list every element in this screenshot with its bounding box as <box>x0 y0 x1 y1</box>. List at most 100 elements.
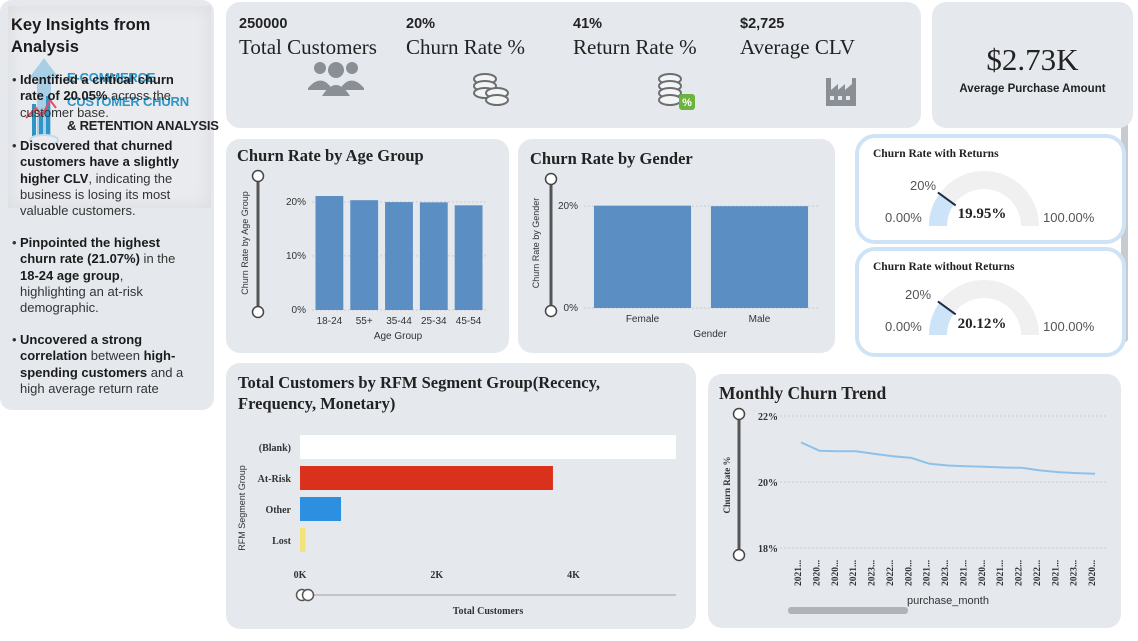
bar <box>300 466 553 490</box>
factory-icon <box>826 78 856 106</box>
bar <box>419 202 448 310</box>
churn-by-age-card: Churn Rate by Age Group Churn Rate by Ag… <box>226 139 509 353</box>
x-tick-label: Female <box>626 314 660 325</box>
gauge-title: Churn Rate with Returns <box>873 148 999 160</box>
kpi-value: $2,725 <box>740 16 785 32</box>
x-tick-label: 55+ <box>356 316 373 327</box>
insight-item: • Discovered that churned customers have … <box>12 138 179 219</box>
gauge-card-without-returns: Churn Rate without Returns 20% 0.00% 100… <box>855 247 1126 357</box>
gauge-track <box>929 171 1039 226</box>
bar <box>350 200 379 310</box>
bar <box>300 435 676 459</box>
y-tick-label: 10% <box>286 251 306 262</box>
insight-item: • Uncovered a strong correlation between … <box>12 332 184 396</box>
coins-percent-icon: % <box>658 73 695 110</box>
y-axis-label: Churn Rate % <box>722 456 732 513</box>
average-purchase-label: Average Purchase Amount <box>959 83 1106 95</box>
x-tick-label: 2023... <box>941 560 951 586</box>
x-tick-label: 0K <box>294 570 307 581</box>
gauge-target-label: 20% <box>905 287 931 302</box>
kpi-label: Return Rate % <box>573 35 697 59</box>
x-axis-label: purchase_month <box>907 595 989 607</box>
x-tick-label: 2022... <box>1015 560 1025 586</box>
range-slider-handle-top[interactable] <box>544 172 558 186</box>
y-axis-label: Churn Rate by Age Group <box>240 191 250 295</box>
y-axis-label: RFM Segment Group <box>237 465 247 551</box>
gauge-min-label: 0.00% <box>885 319 922 334</box>
x-tick-label: 2020... <box>812 560 822 586</box>
horizontal-scrollbar[interactable] <box>788 607 908 614</box>
bar <box>385 202 413 310</box>
x-tick-label: 2K <box>430 570 443 581</box>
y-axis-label: Churn Rate by Gender <box>531 198 541 289</box>
insight-item: • Identified a critical churn rate of 20.… <box>12 72 174 120</box>
x-tick-label: 2020... <box>978 560 988 586</box>
logo-text-line2: CUSTOMER CHURN <box>67 94 189 109</box>
gauge-card-with-returns: Churn Rate with Returns 20% 0.00% 100.00… <box>855 134 1126 244</box>
gauge-title: Churn Rate without Returns <box>873 261 1015 273</box>
logo-text-line3: & RETENTION ANALYSIS <box>67 118 219 133</box>
gauge-track <box>929 280 1039 335</box>
y-tick-label: 18% <box>758 544 778 555</box>
x-axis-label: Total Customers <box>453 606 524 617</box>
average-purchase-card: $2.73K Average Purchase Amount <box>932 2 1133 128</box>
gauge-target-marker <box>937 300 957 316</box>
y-tick-label: At-Risk <box>258 474 292 485</box>
gauge-min-label: 0.00% <box>885 210 922 225</box>
bar <box>710 206 809 308</box>
range-slider-handle-top[interactable] <box>251 169 265 183</box>
range-slider-handle-top[interactable] <box>732 407 746 421</box>
kpi-label: Churn Rate % <box>406 35 525 59</box>
x-tick-label: 2020... <box>831 560 841 586</box>
kpi-total-customers: 250000 Total Customers <box>239 16 399 60</box>
x-tick-label: 45-54 <box>456 316 482 327</box>
x-tick-label: 2021... <box>923 560 933 586</box>
gauge-value: 19.95% <box>958 206 1007 222</box>
kpi-return-rate: 41% Return Rate % <box>573 16 733 60</box>
rfm-bar-chart: RFM Segment Group Total Customers (Blank… <box>237 435 676 617</box>
x-tick-label: 2022... <box>886 560 896 586</box>
y-tick-label: Other <box>265 505 291 516</box>
age-bar-chart: Churn Rate by Age Group Age Group 0% 10% 2… <box>240 169 486 342</box>
kpi-panel: 250000 Total Customers 20% Churn Rate % … <box>226 2 921 128</box>
x-tick-label: 2023... <box>868 560 878 586</box>
gauge-value: 20.12% <box>958 316 1007 332</box>
kpi-average-clv: $2,725 Average CLV <box>740 16 900 60</box>
logo-graphic <box>25 58 59 146</box>
gauge-target-marker <box>937 191 957 207</box>
y-tick-label: 22% <box>758 412 778 423</box>
chart-title: Monthly Churn Trend <box>719 383 887 403</box>
x-tick-label: 2021... <box>959 560 969 586</box>
range-slider-handle-bottom[interactable] <box>544 304 558 318</box>
range-slider-handle-bottom[interactable] <box>732 548 746 562</box>
x-tick-label: 4K <box>567 570 580 581</box>
y-tick-label: (Blank) <box>259 443 291 454</box>
range-slider-handle-bottom[interactable] <box>251 305 265 319</box>
x-tick-label: 2022... <box>1033 560 1043 586</box>
x-axis-label: Age Group <box>374 331 423 342</box>
chart-title: Total Customers by RFM Segment Group(Rec… <box>238 373 601 413</box>
kpi-label: Total Customers <box>239 35 377 59</box>
kpi-value: 41% <box>573 16 603 32</box>
average-purchase-value: $2.73K <box>986 42 1079 77</box>
bar <box>315 196 344 310</box>
x-tick-label: 2021... <box>794 560 804 586</box>
zoom-slider-handle-right[interactable] <box>301 588 315 602</box>
x-axis-label: Gender <box>693 329 727 340</box>
gauge-without-returns: 20% 0.00% 100.00% 20.12% <box>885 280 1095 335</box>
y-tick-label: 0% <box>564 303 579 314</box>
x-tick-label: 2020... <box>1088 560 1098 586</box>
series-line <box>800 441 1096 475</box>
churn-by-gender-card: Churn Rate by Gender Churn Rate by Gende… <box>518 139 835 353</box>
gender-bar-chart: Churn Rate by Gender Gender 0% 20% Female M… <box>531 172 818 340</box>
y-tick-label: 0% <box>292 305 307 316</box>
x-tick-label: Male <box>749 314 771 325</box>
x-tick-label: 35-44 <box>386 316 412 327</box>
gauge-fill <box>929 302 955 335</box>
x-tick-label: 2021... <box>1051 560 1061 586</box>
bar <box>454 205 483 310</box>
y-tick-label: Lost <box>272 536 292 547</box>
bar <box>300 528 306 552</box>
kpi-value: 20% <box>406 16 436 32</box>
x-tick-label: 2020... <box>904 560 914 586</box>
